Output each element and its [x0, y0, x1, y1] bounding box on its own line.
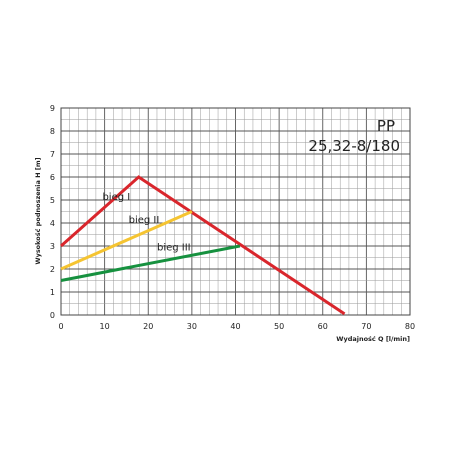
- series-line-1: [60, 175, 346, 316]
- x-tick-label: 0: [58, 322, 63, 331]
- y-axis-label: Wysokość podnoszenia H [m]: [34, 157, 42, 264]
- x-tick-label: 70: [361, 322, 371, 331]
- chart-title-line-2: 25,32-8/180: [308, 137, 400, 155]
- y-tick-label: 6: [50, 173, 55, 182]
- y-tick-label: 2: [50, 265, 55, 274]
- series-line-2: [60, 210, 193, 271]
- series-labels: bieg I bieg II bieg III: [102, 192, 190, 254]
- axes: 0 10 20 30 40 50 60 70 80 0 1 2 3 4 5 6 7 8 9: [50, 104, 415, 331]
- y-tick-label: 9: [50, 104, 55, 113]
- grid: [60, 107, 411, 316]
- x-tick-label: 80: [405, 322, 415, 331]
- plot-frame: [60, 107, 411, 316]
- x-tick-label: 40: [230, 322, 240, 331]
- y-tick-label: 4: [50, 219, 55, 228]
- y-tick-label: 8: [50, 127, 55, 136]
- series-label-3: bieg III: [157, 243, 191, 254]
- series-line-3: [60, 244, 241, 282]
- y-tick-label: 3: [50, 242, 55, 251]
- series-label-1: bieg I: [102, 192, 130, 203]
- x-axis-label: Wydajność Q [l/min]: [336, 335, 410, 343]
- y-tick-label: 1: [50, 288, 55, 297]
- series-lines: [60, 175, 346, 316]
- y-tick-label: 5: [50, 196, 55, 205]
- x-tick-label: 10: [100, 322, 110, 331]
- x-tick-label: 50: [274, 322, 284, 331]
- chart-title-line-1: PP: [377, 117, 395, 135]
- y-tick-label: 0: [50, 311, 55, 320]
- series-label-2: bieg II: [129, 215, 160, 226]
- x-tick-label: 30: [187, 322, 197, 331]
- x-tick-label: 20: [143, 322, 153, 331]
- x-tick-label: 60: [318, 322, 328, 331]
- y-tick-label: 7: [50, 150, 55, 159]
